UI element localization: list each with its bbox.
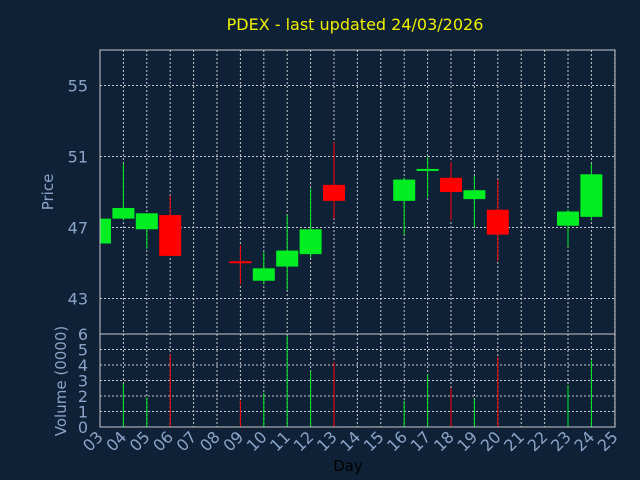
volume-bars [122,335,592,427]
candle-body [252,268,275,281]
volume-tick-label: 1 [78,403,88,422]
candles [99,142,603,290]
volume-tick-label: 6 [78,325,88,344]
candle-body [229,261,252,264]
candle-body [276,250,299,267]
volume-tick-label: 3 [78,372,88,391]
price-tick-label: 55 [68,77,88,96]
price-grid [99,50,616,334]
candle-10 [252,252,275,285]
price-tick-label: 43 [68,290,88,309]
volume-tick-label: 2 [78,387,88,406]
candle-body [393,179,416,201]
x-axis-ticks: 0304050607080910111213141516171819202122… [79,427,622,455]
volume-tick-label: 0 [78,418,88,437]
candle-04 [112,163,135,221]
candle-body [463,190,486,200]
candle-body [135,213,158,230]
candle-body [299,229,322,255]
candle-18 [440,161,462,221]
candle-11 [276,215,299,290]
candle-13 [323,142,345,219]
candle-body [440,177,462,192]
x-tick-label: 25 [594,427,622,455]
price-panel: 43 47 51 55 Price [39,49,616,335]
candle-09 [229,245,252,285]
candle-17 [416,156,439,198]
price-y-ticks: 43 47 51 55 [68,77,88,309]
price-tick-label: 51 [68,148,88,167]
volume-grid [99,333,616,428]
candle-body [112,207,135,219]
candle-body [416,168,439,171]
candle-16 [393,177,416,235]
volume-frame [99,333,616,428]
price-axis-label: Price [39,174,57,211]
candle-06 [159,195,182,256]
candle-body [486,209,509,235]
price-tick-label: 47 [68,219,88,238]
x-axis-label: Day [333,457,363,475]
candle-05 [135,213,158,249]
candle-24 [580,163,603,221]
candle-03 [99,216,111,246]
candle-body [557,211,579,226]
candle-body [100,218,111,244]
candle-body [323,184,345,201]
volume-tick-label: 5 [78,341,88,360]
candle-body [159,215,182,256]
candle-body [580,174,603,217]
candle-12 [299,188,322,258]
candle-23 [557,209,579,248]
volume-tick-label: 4 [78,356,88,375]
candle-20 [486,179,509,262]
candle-19 [463,176,486,228]
chart-title: PDEX - last updated 24/03/2026 [227,15,484,34]
volume-axis-label: Volume (0000) [52,326,70,436]
